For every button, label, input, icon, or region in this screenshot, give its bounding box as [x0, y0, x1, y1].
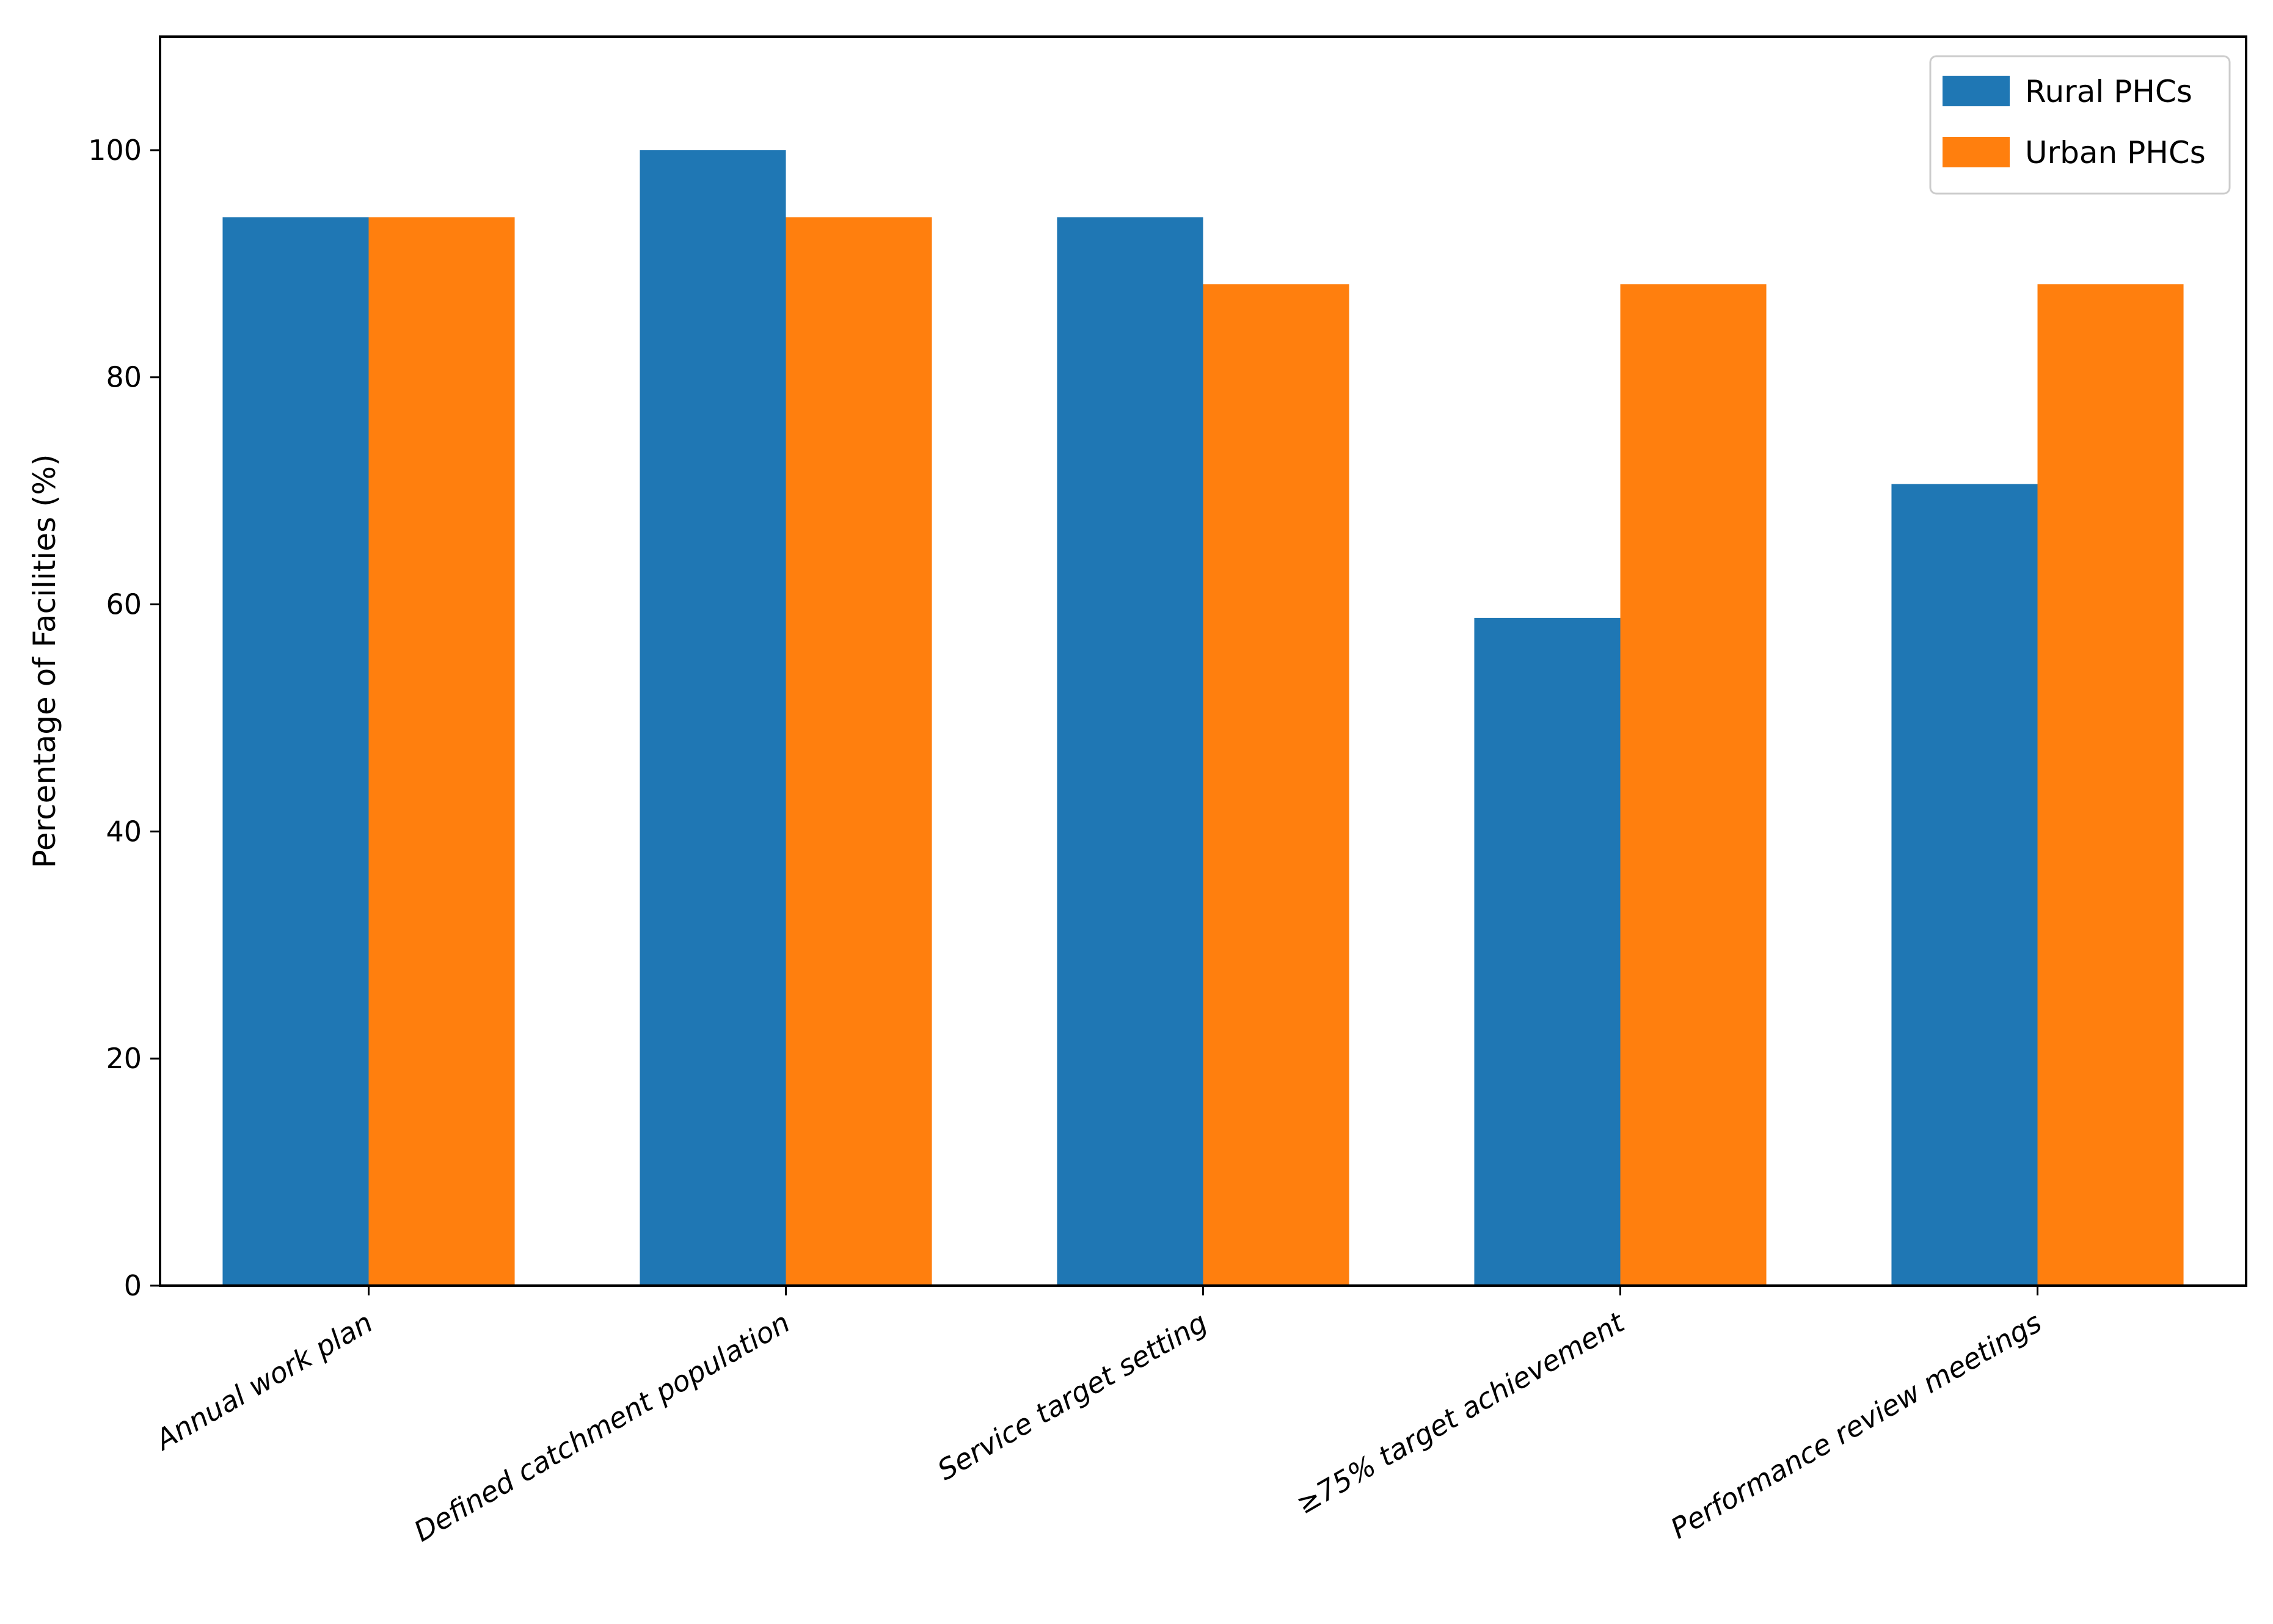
bar-urban-2 — [786, 217, 932, 1286]
bar-urban-3 — [1203, 284, 1349, 1286]
y-tick-label-80: 80 — [106, 361, 142, 394]
bar-rural-2 — [640, 150, 786, 1286]
plot-frame — [159, 35, 2247, 1287]
legend-label-urban: Urban PHCs — [2025, 135, 2206, 170]
y-tick-label-0: 0 — [124, 1269, 142, 1302]
y-axis-title: Percentage of Facilities (%) — [27, 454, 62, 868]
bars-group — [222, 150, 2184, 1286]
bar-urban-5 — [2037, 284, 2184, 1286]
y-tick-label-20: 20 — [106, 1042, 142, 1075]
legend: Rural PHCs Urban PHCs — [1929, 55, 2231, 195]
bar-rural-4 — [1474, 617, 1621, 1286]
bar-rural-5 — [1891, 484, 2038, 1286]
y-tick-label-40: 40 — [106, 815, 142, 848]
legend-swatch-rural — [1943, 76, 2010, 106]
bar-urban-1 — [368, 217, 515, 1286]
y-tick-label-100: 100 — [88, 134, 142, 167]
bar-rural-3 — [1057, 217, 1203, 1286]
y-tick-label-60: 60 — [106, 588, 142, 621]
bar-rural-1 — [222, 217, 369, 1286]
legend-swatch-urban — [1943, 137, 2010, 167]
bar-urban-4 — [1620, 284, 1767, 1286]
legend-label-rural: Rural PHCs — [2025, 74, 2192, 109]
y-axis-ticks: 0 20 40 60 80 100 — [88, 134, 160, 1302]
